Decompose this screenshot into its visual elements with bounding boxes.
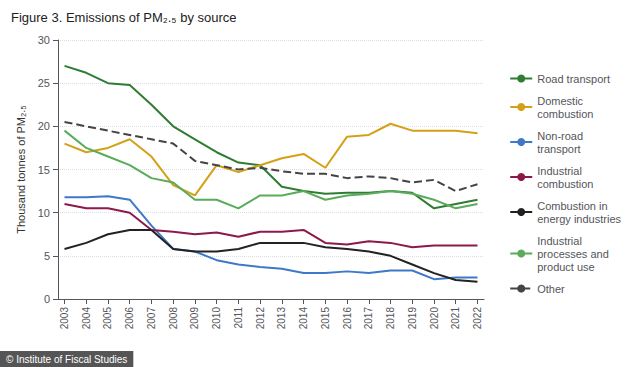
- svg-text:2007: 2007: [146, 307, 157, 330]
- svg-text:2011: 2011: [233, 307, 244, 329]
- svg-text:30: 30: [38, 34, 50, 46]
- svg-text:combustion: combustion: [537, 108, 593, 120]
- svg-text:0: 0: [44, 293, 50, 305]
- svg-text:© Institute of Fiscal Studies: © Institute of Fiscal Studies: [6, 354, 127, 365]
- svg-text:combustion: combustion: [537, 178, 593, 190]
- svg-text:2004: 2004: [81, 307, 92, 330]
- svg-text:Road transport: Road transport: [537, 73, 610, 85]
- svg-text:Industrial: Industrial: [537, 165, 582, 177]
- svg-text:5: 5: [44, 250, 50, 262]
- svg-text:20: 20: [38, 120, 50, 132]
- svg-text:2020: 2020: [429, 307, 440, 330]
- svg-text:2005: 2005: [102, 307, 113, 330]
- svg-text:2021: 2021: [450, 307, 461, 330]
- svg-text:processes and: processes and: [537, 248, 609, 260]
- svg-text:Domestic: Domestic: [537, 95, 583, 107]
- svg-text:2015: 2015: [320, 307, 331, 330]
- svg-text:15: 15: [38, 164, 50, 176]
- svg-text:2008: 2008: [168, 307, 179, 330]
- svg-text:energy industries: energy industries: [537, 213, 621, 225]
- svg-text:2022: 2022: [472, 307, 483, 330]
- svg-text:2003: 2003: [59, 307, 70, 330]
- svg-text:2018: 2018: [385, 307, 396, 330]
- svg-text:2013: 2013: [276, 307, 287, 330]
- svg-text:2014: 2014: [298, 307, 309, 330]
- svg-text:2016: 2016: [342, 307, 353, 330]
- svg-text:Combustion in: Combustion in: [537, 200, 607, 212]
- svg-text:Non-road: Non-road: [537, 130, 583, 142]
- svg-text:25: 25: [38, 77, 50, 89]
- svg-text:Other: Other: [537, 283, 565, 295]
- svg-text:2017: 2017: [363, 307, 374, 330]
- svg-text:2012: 2012: [255, 307, 266, 330]
- svg-text:transport: transport: [537, 143, 580, 155]
- svg-text:2019: 2019: [407, 307, 418, 330]
- svg-text:2009: 2009: [189, 307, 200, 330]
- svg-text:10: 10: [38, 207, 50, 219]
- svg-text:product use: product use: [537, 261, 594, 273]
- svg-text:2010: 2010: [211, 307, 222, 330]
- svg-text:2006: 2006: [124, 307, 135, 330]
- svg-text:Industrial: Industrial: [537, 235, 582, 247]
- svg-text:Thousand tonnes of PM₂.₅: Thousand tonnes of PM₂.₅: [15, 105, 27, 234]
- svg-text:Figure 3. Emissions of PM₂.₅ b: Figure 3. Emissions of PM₂.₅ by source: [11, 10, 237, 25]
